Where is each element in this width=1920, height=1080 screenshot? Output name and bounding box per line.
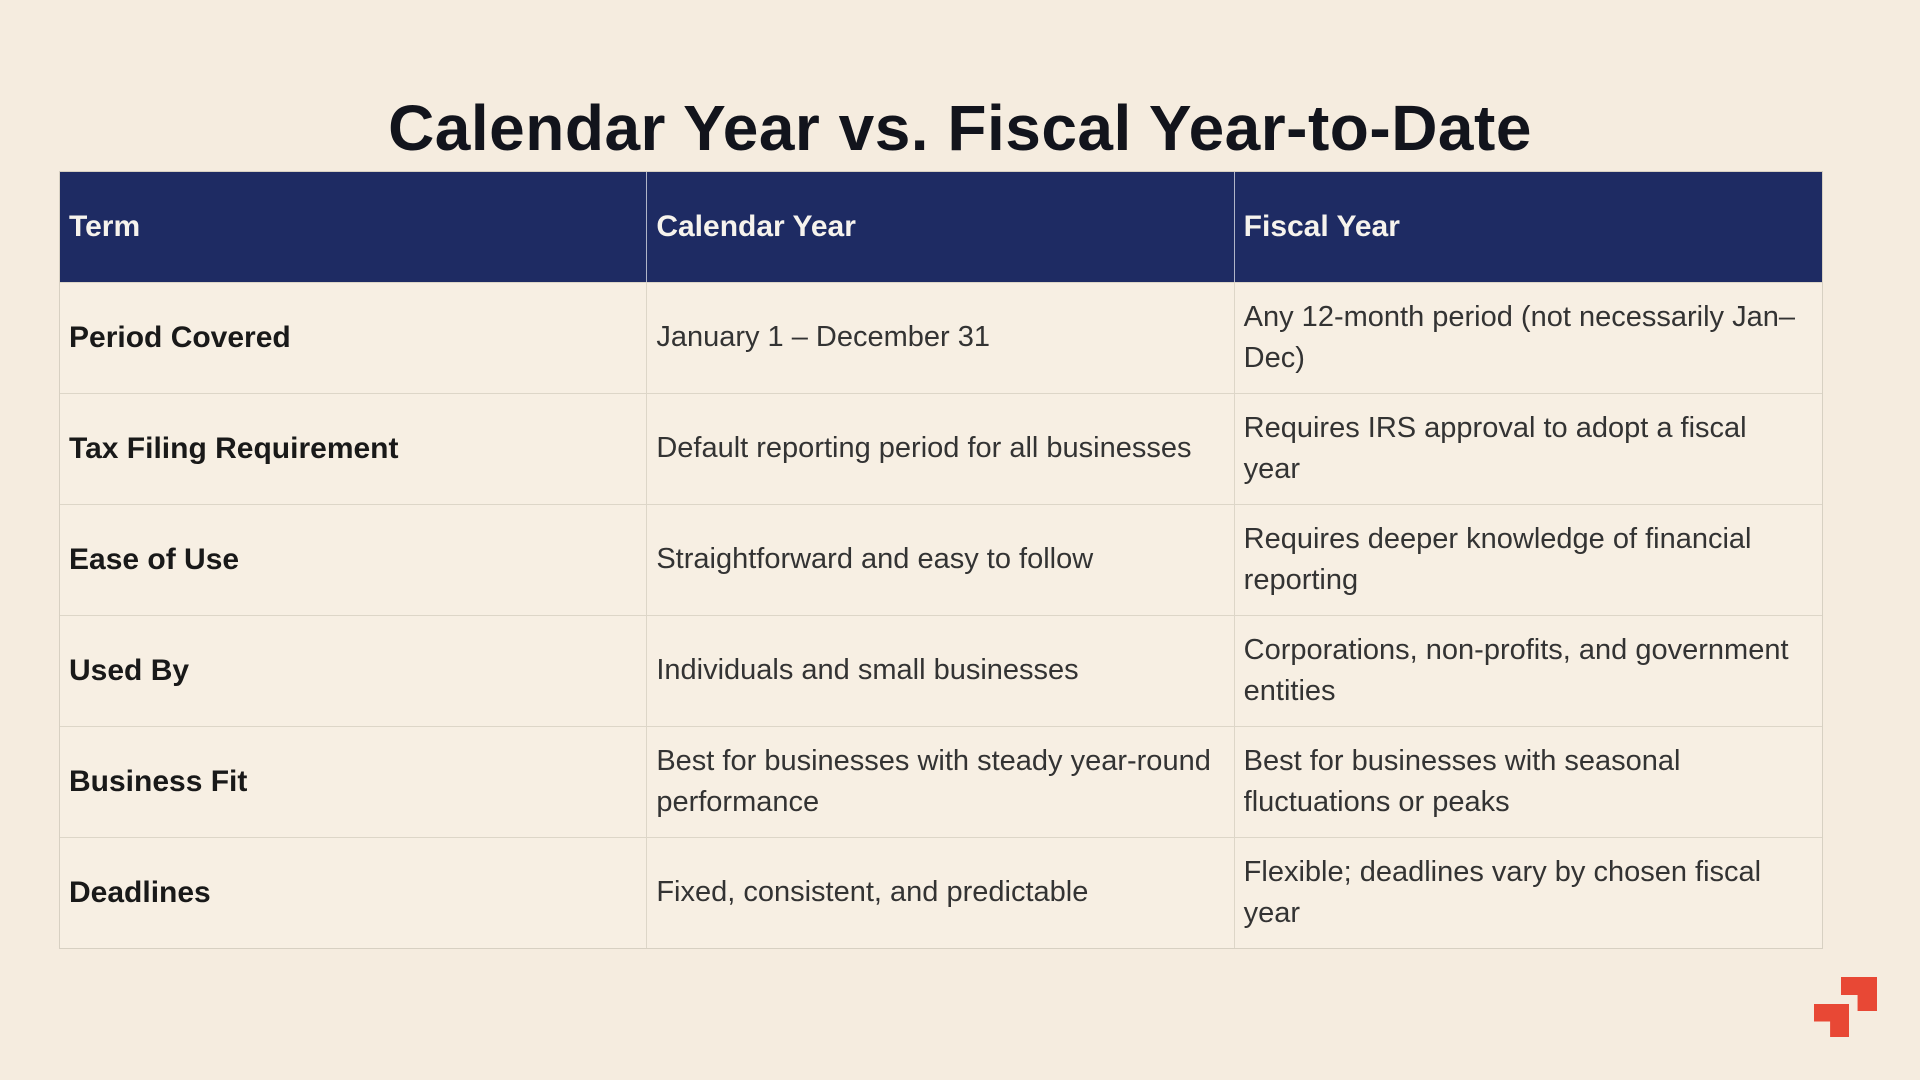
column-header-term: Term	[60, 172, 648, 282]
cell-term: Ease of Use	[60, 505, 648, 615]
cell-calendar-year: Individuals and small businesses	[647, 616, 1235, 726]
cell-term: Used By	[60, 616, 648, 726]
cell-calendar-year: Best for businesses with steady year-rou…	[647, 727, 1235, 837]
cell-fiscal-year: Requires IRS approval to adopt a fiscal …	[1243, 411, 1747, 485]
table-header-row: Term Calendar Year Fiscal Year	[60, 172, 1822, 282]
table-row: Tax Filing Requirement Default reporting…	[60, 393, 1822, 504]
cell-term: Tax Filing Requirement	[60, 394, 648, 504]
brand-logo	[1814, 977, 1877, 1037]
table-row: Period Covered January 1 – December 31 A…	[60, 282, 1822, 393]
cell-fiscal-year: Corporations, non-profits, and governmen…	[1243, 633, 1789, 707]
cell-term: Period Covered	[60, 283, 648, 393]
page-title: Calendar Year vs. Fiscal Year-to-Date	[388, 91, 1532, 164]
cell-term: Deadlines	[60, 838, 648, 948]
cell-fiscal-year: Requires deeper knowledge of financial r…	[1243, 522, 1752, 596]
cell-fiscal-year: Flexible; deadlines vary by chosen fisca…	[1243, 855, 1762, 929]
logo-arrow-bottom-icon	[1814, 1004, 1849, 1037]
cell-calendar-year: January 1 – December 31	[647, 283, 1235, 393]
column-header-calendar-year: Calendar Year	[647, 172, 1235, 282]
cell-calendar-year: Fixed, consistent, and predictable	[647, 838, 1235, 948]
column-header-fiscal-year: Fiscal Year	[1243, 210, 1400, 243]
table-row: Used By Individuals and small businesses…	[60, 615, 1822, 726]
comparison-table: Term Calendar Year Fiscal Year Period Co…	[59, 171, 1823, 949]
cell-calendar-year: Default reporting period for all busines…	[647, 394, 1235, 504]
table-row: Business Fit Best for businesses with st…	[60, 726, 1822, 837]
cell-fiscal-year: Best for businesses with seasonal fluctu…	[1243, 744, 1681, 818]
cell-term: Business Fit	[60, 727, 648, 837]
table-row: Deadlines Fixed, consistent, and predict…	[60, 837, 1822, 948]
cell-calendar-year: Straightforward and easy to follow	[647, 505, 1235, 615]
cell-fiscal-year: Any 12-month period (not necessarily Jan…	[1243, 300, 1795, 374]
table-row: Ease of Use Straightforward and easy to …	[60, 504, 1822, 615]
